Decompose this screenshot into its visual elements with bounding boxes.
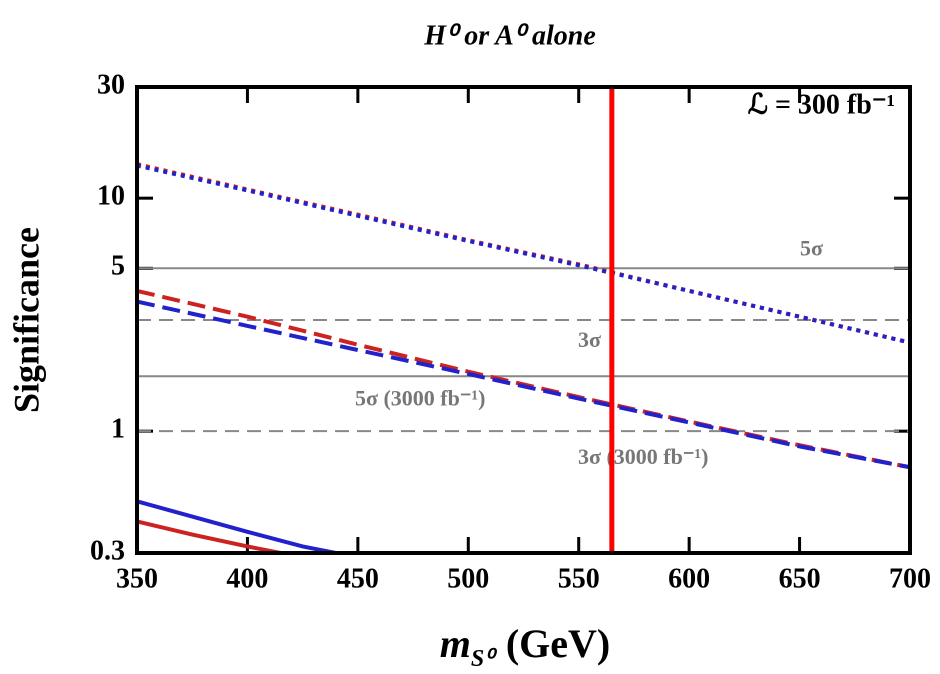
y-tick-label: 30 bbox=[97, 69, 125, 100]
x-tick-label: 650 bbox=[779, 563, 821, 594]
reference-label: 5σ bbox=[800, 235, 823, 260]
reference-label: 5σ (3000 fb⁻¹) bbox=[355, 385, 485, 410]
chart-title: H⁰ or A⁰ alone bbox=[423, 20, 596, 51]
x-tick-label: 450 bbox=[337, 563, 379, 594]
annotation: ℒ = 300 fb⁻¹ bbox=[748, 89, 895, 120]
x-axis-label: mS⁰ (GeV) bbox=[440, 621, 611, 671]
plot-frame bbox=[135, 85, 912, 555]
y-tick-label: 0.3 bbox=[90, 535, 125, 566]
x-label-unit: (GeV) bbox=[506, 621, 610, 666]
y-axis-label: Significance bbox=[6, 227, 46, 413]
reference-label: 3σ (3000 fb⁻¹) bbox=[578, 444, 708, 469]
series-line bbox=[136, 163, 911, 345]
series-line bbox=[136, 519, 281, 555]
x-tick-label: 700 bbox=[889, 563, 931, 594]
x-tick-label: 350 bbox=[116, 563, 158, 594]
x-tick-label: 600 bbox=[668, 563, 710, 594]
series-line bbox=[136, 288, 911, 470]
y-tick-label: 1 bbox=[111, 414, 125, 445]
x-tick-label: 500 bbox=[447, 563, 489, 594]
series-line bbox=[136, 499, 337, 555]
x-tick-label: 400 bbox=[226, 563, 268, 594]
y-tick-label: 10 bbox=[97, 181, 125, 212]
x-label-symbol: m bbox=[440, 621, 471, 666]
series-line bbox=[136, 299, 911, 470]
x-label-subscript: S⁰ bbox=[471, 646, 498, 672]
reference-label: 3σ bbox=[578, 327, 601, 352]
y-tick-label: 5 bbox=[111, 251, 125, 282]
x-tick-label: 550 bbox=[558, 563, 600, 594]
